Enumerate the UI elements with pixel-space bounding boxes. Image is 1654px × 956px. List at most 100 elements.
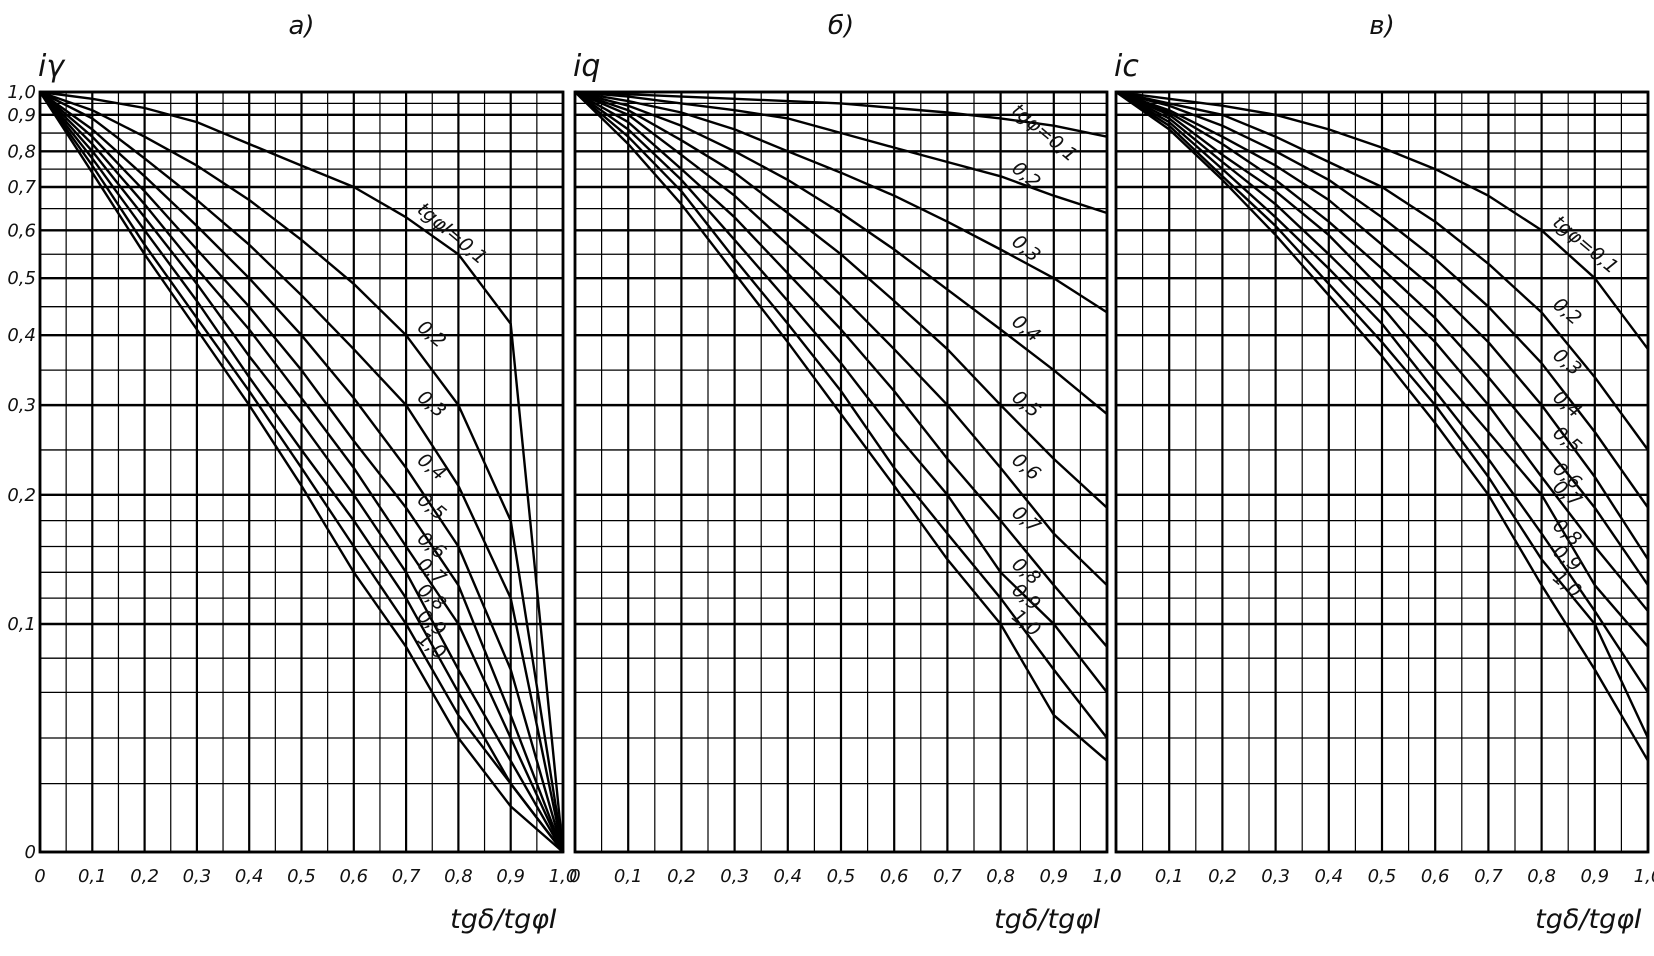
x-tick-label: 0,7 xyxy=(392,866,421,887)
series-label-6: 0,6 xyxy=(1007,449,1044,485)
y-tick-label: 0,9 xyxy=(7,105,36,126)
y-tick-label: 0,5 xyxy=(7,268,36,289)
series-line-6 xyxy=(1115,90,1649,612)
x-tick-label: 0,9 xyxy=(496,866,525,887)
series-label-3: 0,3 xyxy=(1548,344,1585,380)
x-tick-label: 0,8 xyxy=(1527,866,1556,887)
x-tick-label: 0,5 xyxy=(1368,866,1397,887)
panel-2: tgφ=0,10,20,30,40,50,60,70,80,91,00 0,1 0,… xyxy=(569,11,1121,935)
x-axis-label: tgδ/tgφI xyxy=(1535,904,1642,935)
y-tick-label: 0,4 xyxy=(7,325,36,346)
panel-frame xyxy=(38,90,565,854)
series-line-2 xyxy=(1115,90,1649,451)
panel-1: tgφI=0,10,20,30,40,50,60,70,80,91,00 0,1 0… xyxy=(7,11,577,935)
series-line-4 xyxy=(1115,90,1650,561)
series-line-7 xyxy=(39,91,565,853)
series-line-7 xyxy=(574,90,1108,648)
series-line-2 xyxy=(574,90,1108,215)
panel-frame xyxy=(1114,90,1650,854)
x-tick-label: 0,1 xyxy=(78,866,107,887)
x-tick-label: 0,2 xyxy=(667,866,696,887)
x-tick-label: 0 xyxy=(1110,866,1121,887)
y-tick-label: 0,2 xyxy=(7,485,36,506)
x-tick-label: 0,5 xyxy=(287,866,316,887)
x-tick-label: 0,3 xyxy=(183,866,212,887)
series-line-6 xyxy=(39,91,565,853)
series-label-2: 0,2 xyxy=(413,316,450,352)
y-tick-label: 0,3 xyxy=(7,395,36,416)
series-line-2 xyxy=(39,90,565,853)
x-tick-label: 0,6 xyxy=(339,866,368,887)
x-tick-label: 0 xyxy=(34,866,45,887)
series-line-1 xyxy=(1115,90,1649,350)
y-axis-label: iγ xyxy=(38,49,66,84)
series-line-9 xyxy=(39,91,564,853)
x-tick-label: 0,1 xyxy=(614,866,643,887)
x-axis-label: tgδ/tgφI xyxy=(450,904,557,935)
series-line-8 xyxy=(1115,90,1650,694)
x-tick-label: 0 xyxy=(569,866,580,887)
series-line-4 xyxy=(574,90,1108,416)
series-line-1 xyxy=(574,90,1108,138)
x-tick-label: 0,2 xyxy=(1208,866,1237,887)
x-tick-label: 1,0 xyxy=(549,866,578,887)
series-line-3 xyxy=(39,90,565,853)
x-tick-label: 0,1 xyxy=(1155,866,1184,887)
series-line-8 xyxy=(574,91,1108,694)
series-label-4: 0,4 xyxy=(1007,310,1044,346)
x-axis-label: tgδ/tgφI xyxy=(994,904,1101,935)
series-line-7 xyxy=(1115,90,1649,648)
series-line-10 xyxy=(38,91,564,853)
x-tick-label: 0,6 xyxy=(880,866,909,887)
x-tick-label: 0,8 xyxy=(986,866,1015,887)
series-line-5 xyxy=(574,90,1108,509)
x-tick-label: 0,7 xyxy=(933,866,962,887)
series-line-9 xyxy=(1115,90,1650,739)
x-tick-label: 0,4 xyxy=(773,866,802,887)
series-label-7: 0,7 xyxy=(1007,502,1044,538)
panel-label: б) xyxy=(828,11,854,41)
x-tick-label: 0,9 xyxy=(1039,866,1068,887)
series-label-5: 0,5 xyxy=(1548,422,1585,458)
x-tick-label: 0,4 xyxy=(235,866,264,887)
y-axis-label: ic xyxy=(1114,49,1139,84)
series-label-2: 0,2 xyxy=(1548,293,1585,329)
series-line-10 xyxy=(1115,91,1650,762)
y-tick-label: 0 xyxy=(25,842,36,863)
series-line-8 xyxy=(39,91,564,853)
x-tick-label: 0,6 xyxy=(1421,866,1450,887)
series-line-1 xyxy=(39,90,565,853)
x-tick-label: 0,2 xyxy=(130,866,159,887)
series-label-4: 0,4 xyxy=(413,449,450,485)
series-label-3: 0,3 xyxy=(413,386,450,422)
x-tick-label: 0,8 xyxy=(444,866,473,887)
x-tick-label: 0,3 xyxy=(720,866,749,887)
series-line-3 xyxy=(1115,90,1649,509)
panel-label: a) xyxy=(288,11,314,41)
series-line-10 xyxy=(574,91,1108,762)
x-tick-label: 0,7 xyxy=(1474,866,1503,887)
x-tick-label: 0,9 xyxy=(1580,866,1609,887)
x-tick-label: 0,4 xyxy=(1314,866,1343,887)
panel-3: tgφ=0,10,20,30,40,50,60,70,80,91,00 0,1 0,… xyxy=(1110,11,1654,935)
x-tick-label: 0,5 xyxy=(827,866,856,887)
series-line-5 xyxy=(1115,90,1649,586)
series-label-10: 1,0 xyxy=(1548,566,1585,602)
x-tick-label: 1,0 xyxy=(1093,866,1122,887)
x-tick-label: 1,0 xyxy=(1634,866,1654,887)
y-tick-label: 0,1 xyxy=(7,614,36,635)
panel-frame xyxy=(573,90,1109,854)
x-tick-label: 0,3 xyxy=(1261,866,1290,887)
series-label-3: 0,3 xyxy=(1007,230,1044,266)
panel-label: в) xyxy=(1369,11,1394,41)
series-line-6 xyxy=(574,90,1108,587)
y-tick-label: 1,0 xyxy=(7,82,36,103)
y-tick-label: 0,6 xyxy=(7,220,36,241)
series-line-5 xyxy=(39,91,565,853)
series-label-4: 0,4 xyxy=(1548,386,1585,422)
series-line-3 xyxy=(574,90,1108,314)
series-line-4 xyxy=(39,91,565,853)
y-axis-label: iq xyxy=(573,49,600,84)
y-tick-label: 0,8 xyxy=(7,141,36,162)
